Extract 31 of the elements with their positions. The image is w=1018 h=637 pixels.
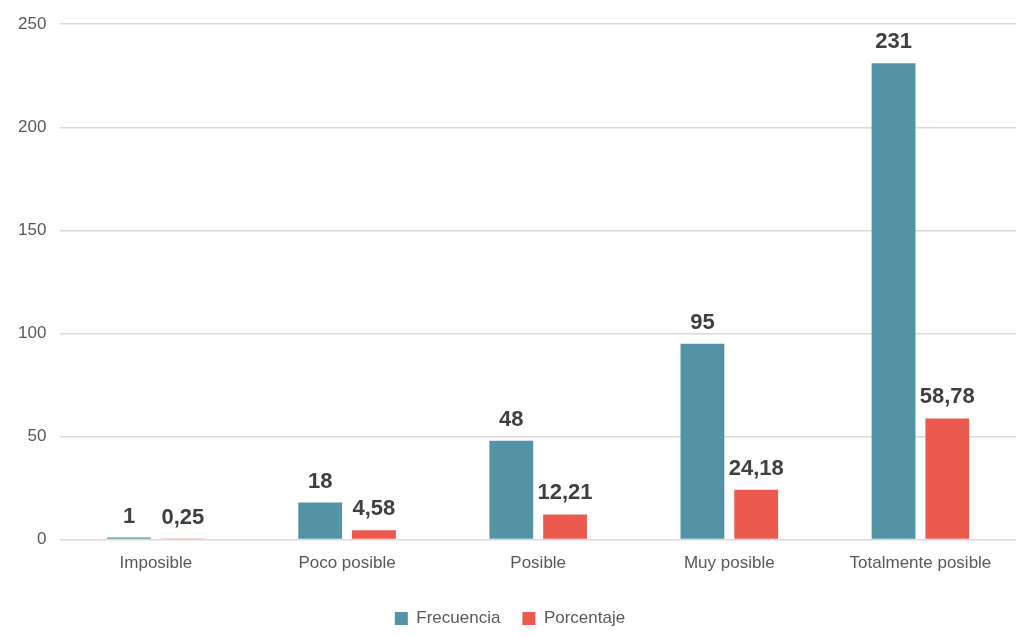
- x-tick-label: Imposible: [119, 553, 193, 573]
- bar: [489, 440, 534, 539]
- y-tick-label: 100: [17, 323, 47, 343]
- data-label: 48: [499, 405, 524, 431]
- bar: [680, 343, 725, 539]
- data-label: 1: [122, 502, 136, 528]
- x-tick-label: Posible: [510, 553, 567, 573]
- y-tick-label: 50: [27, 426, 47, 446]
- data-label: 18: [307, 467, 333, 493]
- bar: [352, 530, 396, 539]
- y-tick-label: 200: [17, 116, 47, 136]
- y-tick-label: 250: [17, 13, 47, 33]
- legend-label: Porcentaje: [543, 608, 626, 628]
- data-label: 58,78: [919, 383, 975, 409]
- bar: [734, 489, 779, 539]
- bar: [543, 514, 587, 539]
- data-label: 12,21: [537, 479, 593, 505]
- y-tick-label: 0: [36, 529, 47, 549]
- legend-label: Frecuencia: [416, 608, 501, 628]
- data-label: 95: [690, 308, 715, 334]
- y-tick-label: 150: [17, 220, 47, 240]
- x-tick-label: Muy posible: [683, 553, 775, 573]
- data-label: 24,18: [728, 454, 784, 480]
- bar: [298, 502, 343, 539]
- bar: [871, 63, 916, 539]
- data-label: 0,25: [161, 504, 205, 530]
- bar: [925, 418, 970, 539]
- x-tick-label: Totalmente posible: [849, 553, 992, 573]
- x-tick-label: Poco posible: [298, 553, 396, 573]
- data-label: 4,58: [352, 495, 396, 521]
- data-label: 231: [875, 28, 912, 54]
